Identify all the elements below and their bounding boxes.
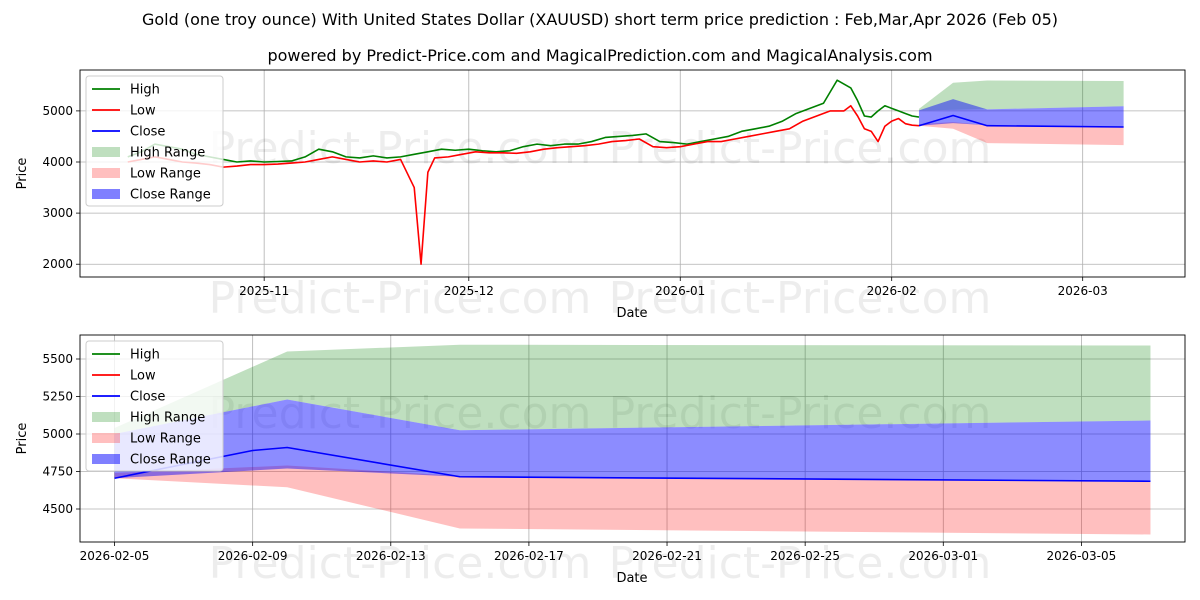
x-tick-label: 2026-02: [867, 284, 917, 298]
y-tick-label: 3000: [42, 206, 73, 220]
y-tick-label: 2000: [42, 257, 73, 271]
legend-label: High: [130, 83, 160, 98]
x-axis-label: Date: [616, 571, 647, 586]
x-tick-label: 2025-11: [239, 284, 289, 298]
axes-frame: [79, 69, 1186, 278]
range-band-low-range: [114, 465, 1151, 535]
y-tick-label: 5250: [42, 390, 73, 404]
y-axis-label: Price: [15, 158, 30, 190]
watermark-text: Predict-Price.com: [209, 538, 592, 589]
range-band-high-range: [918, 80, 1124, 111]
x-tick-label: 2026-02-21: [632, 549, 702, 563]
legend-label: Close Range: [130, 188, 211, 203]
legend-label: High Range: [130, 411, 205, 426]
x-tick-label: 2026-03-05: [1047, 549, 1117, 563]
x-tick-label: 2026-02-09: [218, 549, 288, 563]
series-line-high: [127, 79, 920, 163]
x-tick-label: 2026-03: [1058, 284, 1108, 298]
legend-label: Close: [130, 125, 165, 140]
chart-title: Gold (one troy ounce) With United States…: [141, 10, 1059, 29]
legend-label: High: [130, 348, 160, 363]
legend-box: [85, 75, 224, 207]
legend-swatch-close-range: [92, 454, 120, 464]
legend: High Low Close High Range Low Range Close Ran…: [85, 340, 224, 472]
x-tick-label: 2026-02-25: [770, 549, 840, 563]
series-line-low: [127, 104, 920, 266]
legend-label: Low: [130, 104, 156, 119]
legend: High Low Close High Range Low Range Close Ran…: [85, 75, 224, 207]
range-band-high-range: [114, 344, 1151, 434]
y-tick-label: 5000: [42, 427, 73, 441]
y-tick-label: 4500: [42, 502, 73, 516]
legend-label: High Range: [130, 146, 205, 161]
chart-panel-2: 2026-02-05 2026-02-09 2026-02-13 2026-02-17…: [15, 334, 1186, 589]
chart-subtitle: powered by Predict-Price.com and Magical…: [267, 46, 933, 65]
watermark-text: Predict-Price.com: [209, 388, 592, 439]
legend-swatch-low-range: [92, 433, 120, 443]
x-tick-label: 2026-01: [655, 284, 705, 298]
legend-box: [85, 340, 224, 472]
watermark-text: Predict-Price.com: [209, 123, 592, 174]
x-tick-label: 2026-02-05: [80, 549, 150, 563]
x-tick-label: 2026-02-13: [356, 549, 426, 563]
x-tick-label: 2026-02-17: [494, 549, 564, 563]
chart-panel-1: 2025-11 2025-12 2026-01 2026-02 2026-03 2000 3…: [15, 69, 1186, 324]
y-tick-label: 5500: [42, 352, 73, 366]
y-tick-label: 5000: [42, 104, 73, 118]
watermark-text: Predict-Price.com: [609, 273, 992, 324]
plot-area: [127, 79, 1124, 266]
legend-swatch-high-range: [92, 412, 120, 422]
legend-swatch-close-range: [92, 189, 120, 199]
legend-label: Low: [130, 369, 156, 384]
plot-area: [114, 344, 1151, 535]
watermark-text: Predict-Price.com: [609, 388, 992, 439]
legend-swatch-low-range: [92, 168, 120, 178]
y-axis-label: Price: [15, 423, 30, 455]
x-axis-label: Date: [616, 306, 647, 321]
watermark-text: Predict-Price.com: [609, 123, 992, 174]
range-band-close-range: [114, 399, 1151, 482]
y-tick-label: 4750: [42, 465, 73, 479]
legend-swatch-high-range: [92, 147, 120, 157]
legend-label: Close: [130, 390, 165, 405]
legend-label: Low Range: [130, 432, 201, 447]
range-band-low-range: [918, 122, 1124, 146]
axes-frame: [79, 334, 1186, 543]
x-tick-label: 2025-12: [444, 284, 494, 298]
watermark-text: Predict-Price.com: [609, 538, 992, 589]
watermark-text: Predict-Price.com: [209, 273, 592, 324]
series-line-close: [918, 114, 1124, 128]
legend-label: Low Range: [130, 167, 201, 182]
legend-label: Close Range: [130, 453, 211, 468]
x-tick-label: 2026-03-01: [908, 549, 978, 563]
y-tick-label: 4000: [42, 155, 73, 169]
